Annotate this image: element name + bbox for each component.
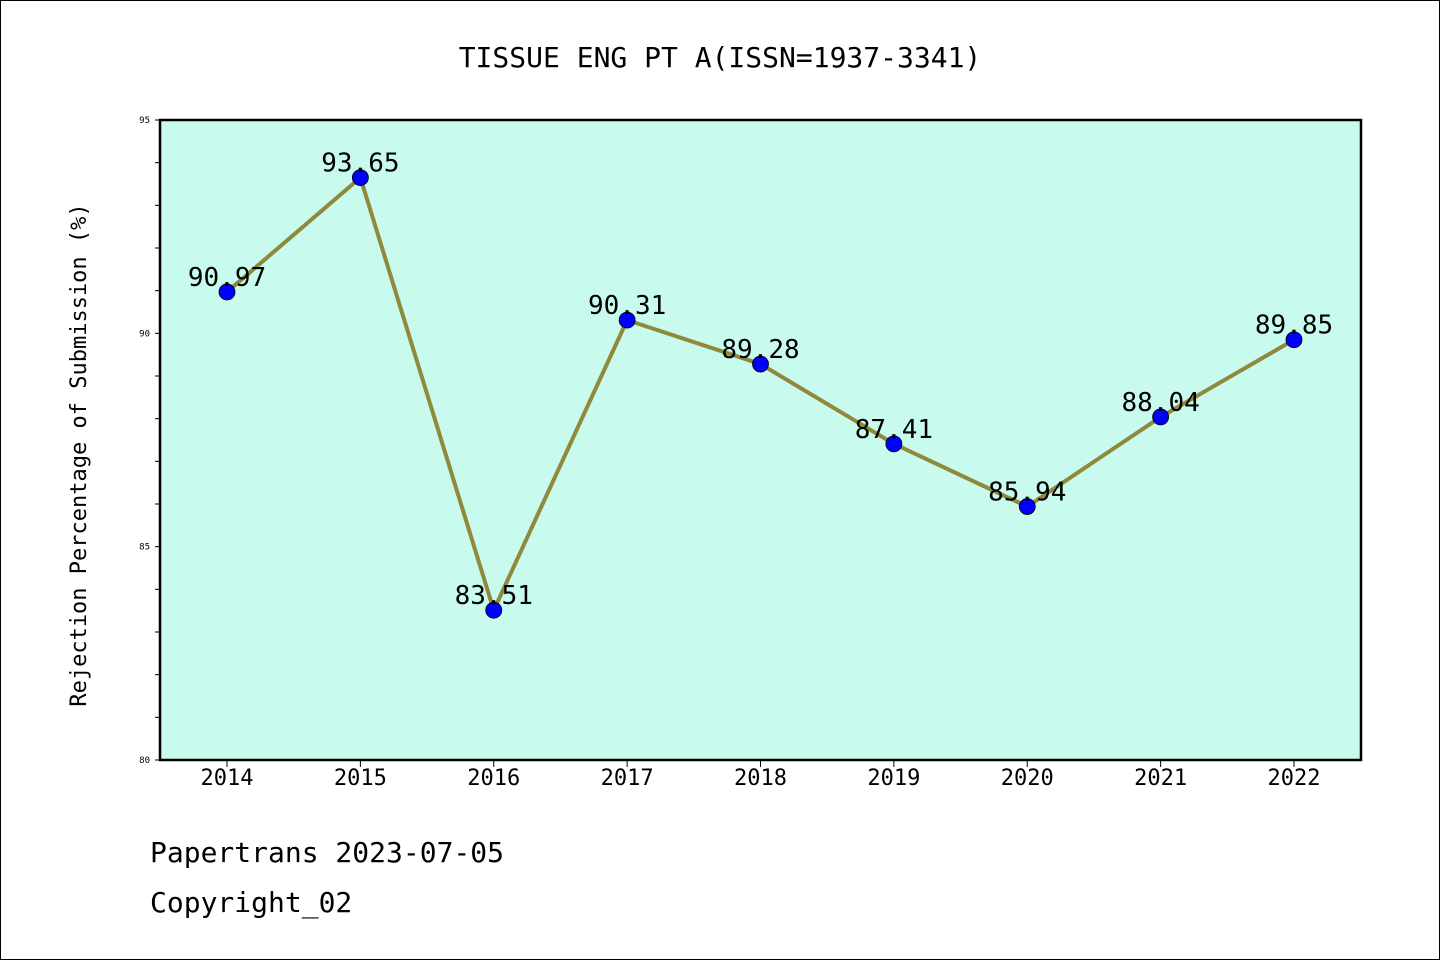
footer-copyright: Copyright_02 xyxy=(150,886,353,919)
data-label: 89.28 xyxy=(721,335,799,365)
x-tick-label: 2014 xyxy=(201,766,254,791)
data-point xyxy=(485,601,503,619)
data-point xyxy=(1152,408,1170,426)
data-point xyxy=(351,169,369,187)
data-point xyxy=(752,355,769,373)
data-label: 87.41 xyxy=(855,415,933,445)
data-label: 93.65 xyxy=(321,149,399,179)
plot-area xyxy=(160,120,1361,760)
data-label: 83.51 xyxy=(455,581,533,611)
data-label: 89.85 xyxy=(1255,311,1333,341)
y-axis-label: Rejection Percentage of Submission (%) xyxy=(67,203,92,706)
data-point xyxy=(885,435,903,453)
y-tick-label: 90 xyxy=(139,329,150,339)
data-label: 85.94 xyxy=(988,478,1066,508)
x-tick-label: 2017 xyxy=(601,766,654,791)
x-tick-label: 2020 xyxy=(1001,766,1054,791)
plot-border xyxy=(158,118,1363,762)
x-tick-label: 2019 xyxy=(867,766,920,791)
data-point xyxy=(218,283,236,301)
y-tick-label: 85 xyxy=(139,543,150,553)
chart-title: TISSUE ENG PT A(ISSN=1937-3341) xyxy=(459,41,982,74)
x-tick-label: 2016 xyxy=(467,766,520,791)
data-point xyxy=(618,311,636,329)
x-tick-label: 2015 xyxy=(334,766,387,791)
footer-date: Papertrans 2023-07-05 xyxy=(150,836,505,869)
data-point xyxy=(1018,498,1036,515)
data-label: 90.97 xyxy=(188,263,266,293)
data-point xyxy=(1285,331,1303,349)
x-tick-label: 2018 xyxy=(734,766,787,791)
data-label: 88.04 xyxy=(1121,388,1199,418)
x-tick-label: 2021 xyxy=(1134,766,1187,791)
y-tick-label: 95 xyxy=(139,116,150,126)
x-tick-label: 2022 xyxy=(1268,766,1321,791)
y-tick-label: 80 xyxy=(139,756,150,766)
data-label: 90.31 xyxy=(588,291,666,321)
